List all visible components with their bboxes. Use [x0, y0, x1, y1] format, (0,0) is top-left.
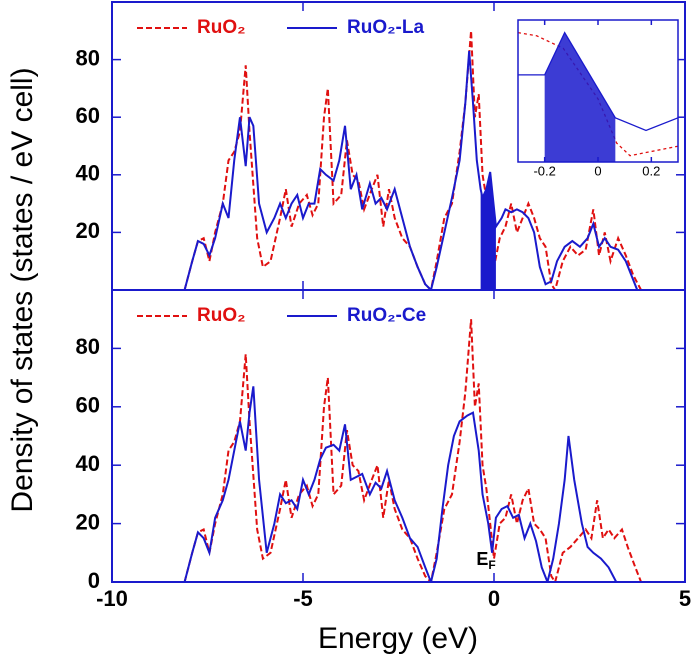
axes-frame: [517, 19, 679, 163]
y-tick-label: 60: [76, 103, 100, 128]
legend-label: RuO₂-La: [347, 17, 424, 38]
plot-area: [183, 319, 643, 582]
filled-region: [544, 32, 616, 162]
y-tick-label: 80: [76, 45, 100, 70]
y-tick-label: 80: [76, 334, 100, 359]
x-tick-label: 0: [594, 163, 601, 178]
y-tick-label: 40: [76, 451, 100, 476]
axes-frame: [111, 289, 686, 583]
annotation-subscript: F: [488, 558, 495, 572]
y-tick-label: 60: [76, 393, 100, 418]
y-tick-label: 40: [76, 161, 100, 186]
annotation-text: E: [476, 549, 488, 569]
plot-area: [518, 31, 678, 162]
legend-label: RuO₂: [197, 305, 246, 326]
legend-label: RuO₂: [197, 17, 246, 38]
filled-region: [480, 171, 496, 290]
x-tick-label: 0: [488, 586, 500, 611]
x-tick-label: -10: [96, 586, 128, 611]
x-tick-label: 0.2: [642, 163, 660, 178]
x-tick-label: -5: [293, 586, 313, 611]
series-line: [183, 386, 618, 582]
x-tick-label: -0.2: [533, 163, 555, 178]
annotation: EF: [476, 549, 495, 572]
series-line: [518, 31, 678, 132]
series-line: [183, 319, 643, 582]
y-tick-label: 20: [76, 509, 100, 534]
legend-label: RuO₂-Ce: [347, 305, 426, 326]
x-tick-label: 5: [679, 586, 691, 611]
plot-area: [183, 30, 642, 290]
y-tick-label: 20: [76, 218, 100, 243]
x-axis-label: Energy (eV): [318, 622, 478, 655]
y-axis-label: Density of states (states / eV cell): [6, 67, 39, 512]
series-line: [183, 50, 639, 290]
y-tick-label: 0: [88, 568, 100, 593]
